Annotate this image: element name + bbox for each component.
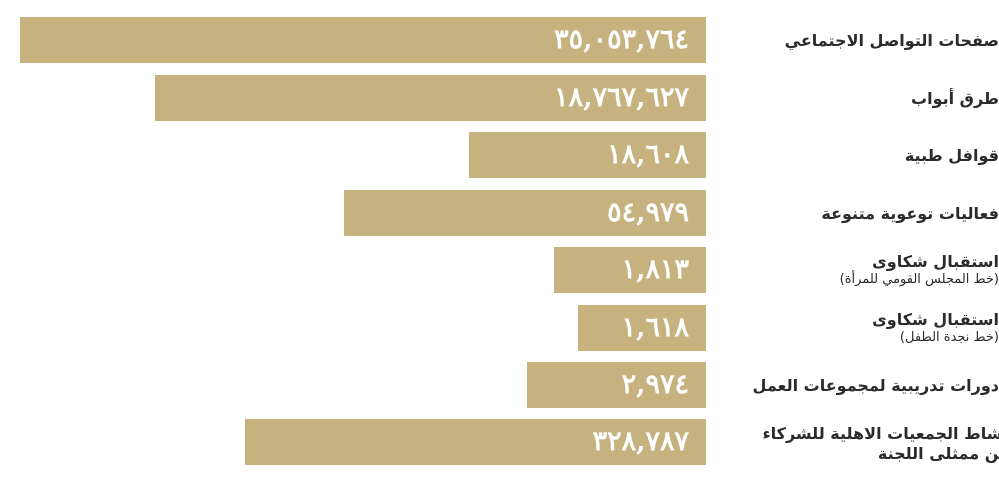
bar-row: ١,٦١٨ استقبال شكاوى (خط نجدة الطفل) (0, 305, 999, 351)
bar-value-label: ٣٥,٠٥٣,٧٦٤ (554, 24, 689, 55)
category-label-main: نشاط الجمعيات الاهلية للشركاء من ممثلى ا… (762, 424, 999, 463)
bar-value-label: ١,٨١٣ (621, 254, 689, 285)
bar-value-label: ١,٦١٨ (621, 312, 689, 343)
category-label-main: طرق أبواب (911, 89, 999, 108)
category-label-main: استقبال شكاوى (872, 252, 999, 271)
bar-row: ١٨,٧٦٧,٦٢٧ طرق أبواب (0, 75, 999, 121)
bar (578, 305, 706, 351)
category-label-main: صفحات التواصل الاجتماعي (784, 31, 999, 50)
bar-row: ٥٤,٩٧٩ فعاليات توعوية متنوعة (0, 190, 999, 236)
bar (554, 247, 706, 293)
category-label-sub: (خط المجلس القومي للمرأة) (839, 272, 999, 287)
bar-row: ٣٥,٠٥٣,٧٦٤ صفحات التواصل الاجتماعي (0, 17, 999, 63)
category-label-main: دورات تدريبية لمجموعات العمل (752, 376, 999, 395)
category-label: صفحات التواصل الاجتماعي (729, 31, 999, 51)
bar-value-label: ٣٢٨,٧٨٧ (592, 426, 689, 457)
category-label: قوافل طبية (729, 146, 999, 166)
category-label-sub: (خط نجدة الطفل) (899, 330, 999, 345)
bar (245, 419, 706, 465)
category-label: فعاليات توعوية متنوعة (729, 204, 999, 224)
category-label: دورات تدريبية لمجموعات العمل (729, 376, 999, 396)
bar-row: ٢,٩٧٤ دورات تدريبية لمجموعات العمل (0, 362, 999, 408)
bar-row: ١,٨١٣ استقبال شكاوى (خط المجلس القومي للمر… (0, 247, 999, 293)
bar (527, 362, 706, 408)
bar-value-label: ١٨,٦٠٨ (607, 139, 689, 170)
bar-value-label: ٥٤,٩٧٩ (607, 197, 689, 228)
category-label: نشاط الجمعيات الاهلية للشركاء من ممثلى ا… (729, 424, 999, 464)
category-label: استقبال شكاوى (خط نجدة الطفل) (729, 310, 999, 346)
category-label-main: فعاليات توعوية متنوعة (821, 204, 999, 223)
category-label-main: استقبال شكاوى (872, 310, 999, 329)
category-label-main: قوافل طبية (904, 146, 999, 165)
bar-value-label: ١٨,٧٦٧,٦٢٧ (554, 82, 689, 113)
bar (344, 190, 706, 236)
bar (469, 132, 706, 178)
bar (155, 75, 706, 121)
bar-row: ١٨,٦٠٨ قوافل طبية (0, 132, 999, 178)
category-label: طرق أبواب (729, 89, 999, 109)
category-label: استقبال شكاوى (خط المجلس القومي للمرأة) (729, 252, 999, 288)
bar (20, 17, 706, 63)
bar-row: ٣٢٨,٧٨٧ نشاط الجمعيات الاهلية للشركاء من … (0, 419, 999, 465)
bar-value-label: ٢,٩٧٤ (621, 369, 689, 400)
